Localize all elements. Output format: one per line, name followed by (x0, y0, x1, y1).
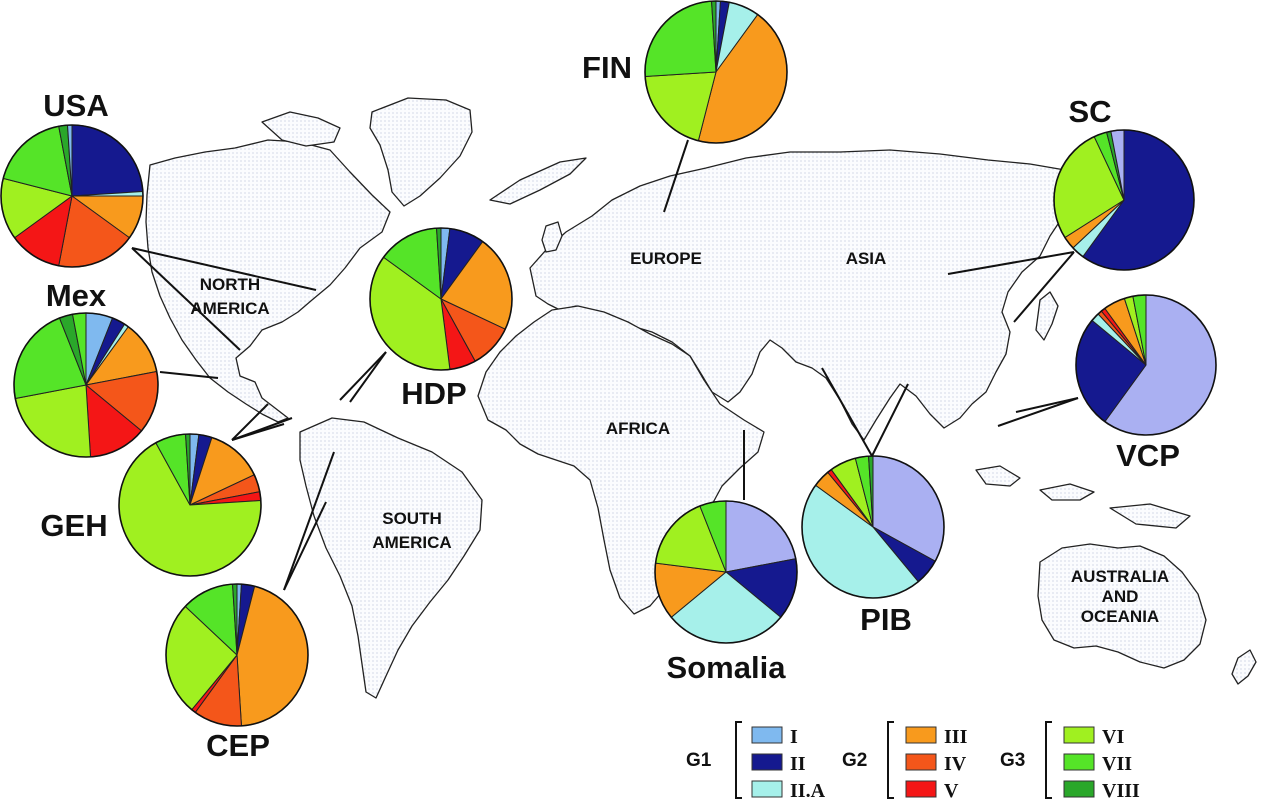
legend: G1 I II II.A G2 III IV V G3 VI VII VIII (686, 721, 1140, 801)
pie-outline-sc (1053, 129, 1195, 271)
pie-outline-mex (13, 312, 159, 458)
japan-land (1035, 291, 1059, 341)
label-australia-2: AND (1102, 587, 1139, 606)
pie-sc (1053, 129, 1195, 271)
label-north-america: NORTH (200, 275, 260, 294)
legend-swatch-i (751, 726, 783, 744)
label-usa: USA (43, 88, 108, 123)
indonesia-land (975, 465, 1191, 529)
legend-swatch-vii (1063, 753, 1095, 771)
label-fin: FIN (582, 50, 632, 85)
pie-pib (801, 455, 945, 599)
legend-label-iia: II.A (790, 780, 826, 801)
legend-group-g2: G2 (842, 750, 867, 771)
north-america-land (145, 139, 391, 423)
label-europe: EUROPE (630, 249, 702, 268)
label-asia: ASIA (846, 249, 887, 268)
label-south-america-2: AMERICA (372, 533, 451, 552)
legend-swatch-iia (751, 780, 783, 798)
pie-outline-geh (118, 433, 262, 577)
label-africa: AFRICA (606, 419, 670, 438)
connector-lines (131, 139, 1079, 591)
label-hdp: HDP (401, 376, 466, 411)
pie-outline-hdp (369, 227, 513, 371)
legend-label-v: V (944, 780, 959, 801)
label-vcp: VCP (1116, 438, 1180, 473)
pie-cep (165, 583, 309, 727)
greenland-land (369, 97, 473, 207)
legend-swatch-iv (905, 753, 937, 771)
label-australia-3: OCEANIA (1081, 607, 1159, 626)
pie-somalia (654, 500, 798, 644)
pie-usa (0, 124, 144, 268)
pie-outline-somalia (654, 500, 798, 644)
pie-fin (644, 0, 788, 144)
pie-slice-fin-5 (644, 0, 717, 77)
legend-label-vi: VI (1102, 726, 1124, 748)
legend-group-g1: G1 (686, 750, 712, 771)
pie-hdp (369, 227, 513, 371)
pie-outline-usa (0, 124, 144, 268)
legend-swatch-v (905, 780, 937, 798)
label-north-america-2: AMERICA (190, 299, 269, 318)
pie-outline-vcp (1075, 294, 1217, 436)
legend-swatch-vi (1063, 726, 1095, 744)
legend-swatch-iii (905, 726, 937, 744)
legend-swatch-ii (751, 753, 783, 771)
pie-outline-fin (644, 0, 788, 144)
population-labels: USA Mex GEH CEP HDP FIN SC VCP Somalia P… (40, 50, 1179, 763)
australia-land (1037, 543, 1207, 669)
pie-outline-pib (801, 455, 945, 599)
pie-mex (13, 312, 159, 458)
uk-land (541, 221, 563, 253)
new-zealand-land (1231, 649, 1257, 685)
label-sc: SC (1068, 94, 1111, 129)
label-australia: AUSTRALIA (1071, 567, 1169, 586)
label-mex: Mex (46, 278, 107, 313)
legend-label-viii: VIII (1102, 780, 1140, 801)
label-pib: PIB (860, 602, 912, 637)
legend-swatch-viii (1063, 780, 1095, 798)
pie-geh (118, 433, 262, 577)
south-america-land (299, 417, 483, 699)
pie-outline-cep (165, 583, 309, 727)
label-cep: CEP (206, 728, 270, 763)
continent-labels: NORTH AMERICA SOUTH AMERICA EUROPE ASIA … (190, 249, 1169, 626)
legend-label-ii: II (790, 753, 806, 775)
label-south-america: SOUTH (382, 509, 442, 528)
arctic-russia-island (489, 157, 587, 205)
label-somalia: Somalia (667, 650, 787, 685)
arctic-islands-land (261, 111, 341, 147)
pie-charts (0, 0, 1217, 727)
legend-label-i: I (790, 726, 798, 748)
pie-vcp (1075, 294, 1217, 436)
pie-slice-usa-0 (71, 124, 144, 197)
legend-label-iii: III (944, 726, 968, 748)
legend-group-g3: G3 (1000, 750, 1025, 771)
legend-label-vii: VII (1102, 753, 1132, 775)
label-geh: GEH (40, 508, 107, 543)
legend-label-iv: IV (944, 753, 967, 775)
